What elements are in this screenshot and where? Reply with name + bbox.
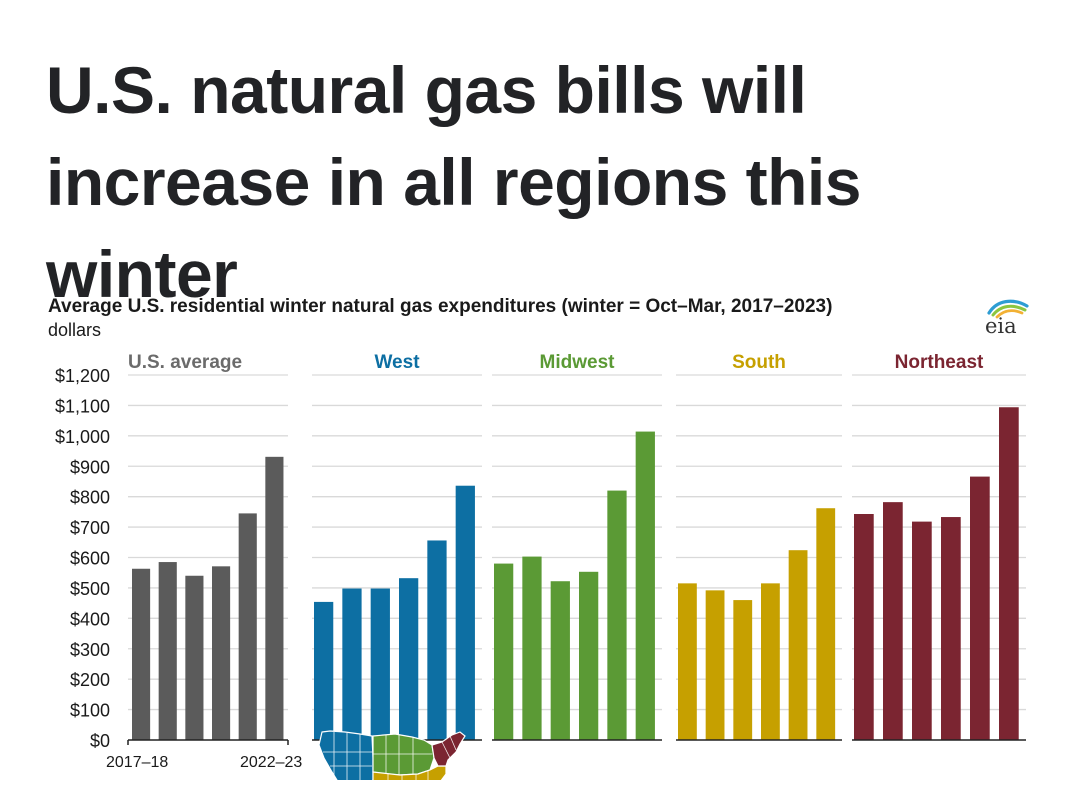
headline: U.S. natural gas bills will increase in … <box>46 53 861 311</box>
bar <box>854 514 874 740</box>
bar <box>999 407 1019 740</box>
y-tick-label: $600 <box>70 549 110 569</box>
panel-label: U.S. average <box>128 352 242 373</box>
y-tick-label: $200 <box>70 670 110 690</box>
panel-label: Midwest <box>540 352 616 373</box>
bar <box>238 513 257 740</box>
y-tick-label: $700 <box>70 518 110 538</box>
chart-title: Average U.S. residential winter natural … <box>48 296 833 317</box>
bar <box>522 556 542 740</box>
bar <box>314 601 334 740</box>
bar <box>761 583 780 740</box>
units-label: dollars <box>48 320 102 340</box>
bar <box>733 600 753 740</box>
y-tick-label: $1,200 <box>55 366 110 386</box>
bar <box>705 590 725 740</box>
y-tick-label: $800 <box>70 488 110 508</box>
map-midwest <box>372 733 435 776</box>
panel-label: South <box>732 352 786 373</box>
bar <box>158 562 177 740</box>
bar <box>550 581 570 740</box>
eia-logo-icon: eia <box>985 299 1029 336</box>
panel-label: Northeast <box>895 352 984 373</box>
bar <box>912 521 932 740</box>
bar <box>494 563 514 740</box>
bar <box>607 490 627 740</box>
y-tick-label: $500 <box>70 579 110 599</box>
chart-panels: U.S. average West Midwest South Northeast <box>128 352 1026 741</box>
y-tick-label: $0 <box>90 731 110 751</box>
y-axis: $0 $100 $200 $300 $400 $500 $600 $700 $800 $900 $1… <box>55 366 110 751</box>
bar <box>455 485 475 740</box>
logo-arc-blue <box>987 299 1029 315</box>
bar <box>816 508 836 740</box>
bar <box>678 583 697 740</box>
y-tick-label: $100 <box>70 701 110 721</box>
panel-label: West <box>374 352 420 373</box>
x-axis: 2017–18 2022–23 <box>106 740 302 771</box>
grid-lines <box>128 374 1026 711</box>
bar <box>185 575 204 740</box>
bar <box>212 566 231 740</box>
bar <box>342 588 362 740</box>
y-tick-label: $900 <box>70 457 110 477</box>
x-tick-label: 2017–18 <box>106 754 168 771</box>
y-tick-label: $1,100 <box>55 396 110 416</box>
bar <box>427 540 447 740</box>
logo-arc-yellow <box>995 309 1024 319</box>
bar <box>788 550 808 740</box>
bar-chart: $0 $100 $200 $300 $400 $500 $600 $700 $800 $900 $1… <box>55 352 1026 780</box>
bar <box>399 578 419 740</box>
bar <box>579 571 599 740</box>
map-west <box>318 730 374 780</box>
us-regions-map-icon <box>318 730 466 780</box>
bar <box>941 517 961 740</box>
y-tick-label: $300 <box>70 640 110 660</box>
map-state-lines <box>323 732 457 780</box>
bar <box>370 588 390 740</box>
logo-text: eia <box>985 314 1017 336</box>
bar <box>635 431 655 740</box>
y-tick-label: $400 <box>70 609 110 629</box>
bar <box>883 502 903 740</box>
bar <box>970 476 990 740</box>
x-tick-label: 2022–23 <box>240 754 302 771</box>
logo-arc-green <box>991 304 1027 317</box>
bar <box>265 456 284 740</box>
y-tick-label: $1,000 <box>55 427 110 447</box>
bar <box>132 568 151 740</box>
